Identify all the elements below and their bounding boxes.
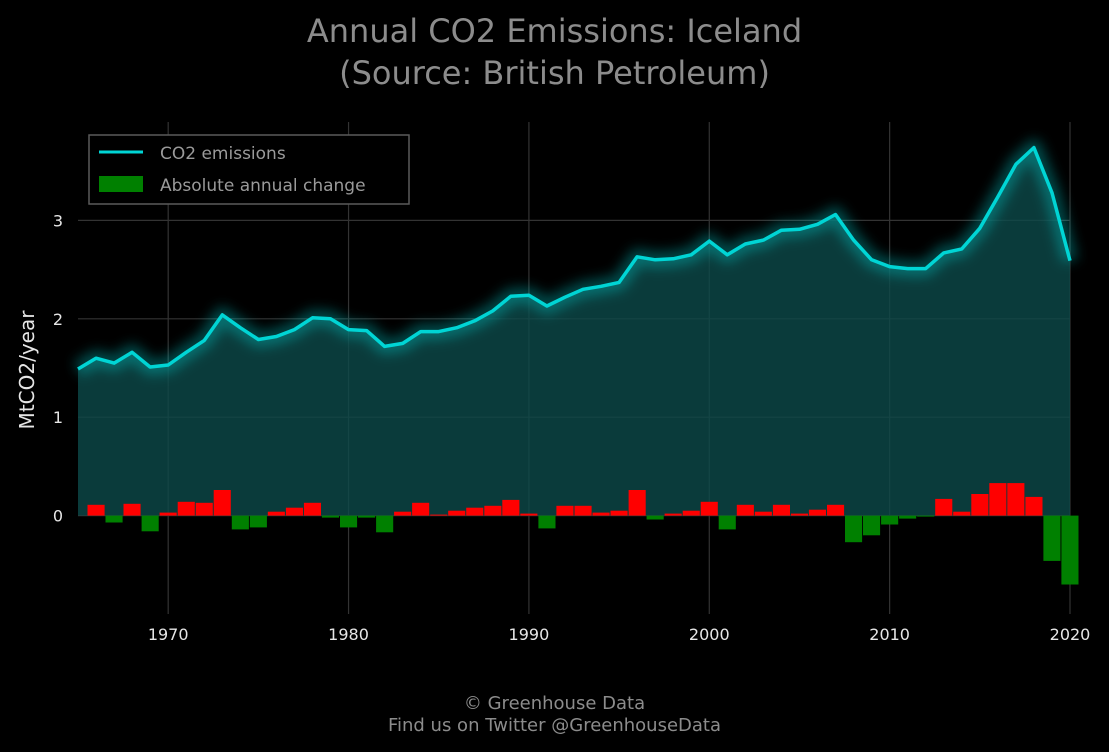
change-bar xyxy=(538,515,556,529)
change-bar xyxy=(556,505,574,516)
legend-bar-swatch xyxy=(99,176,143,192)
chart-title-line-2: (Source: British Petroleum) xyxy=(339,54,770,92)
x-tick-label: 2000 xyxy=(689,625,730,644)
change-bar xyxy=(1025,496,1043,516)
credit-line-2: Find us on Twitter @GreenhouseData xyxy=(387,715,722,736)
y-axis-ticks: 0 1 2 3 xyxy=(53,211,63,525)
change-bar xyxy=(808,509,826,516)
change-bar xyxy=(177,501,195,516)
x-tick-label: 2010 xyxy=(869,625,910,644)
change-bar xyxy=(574,505,592,516)
change-bar xyxy=(1007,483,1025,516)
change-bar xyxy=(971,494,989,516)
change-bar xyxy=(989,483,1007,516)
y-axis-label: MtCO2/year xyxy=(15,310,39,430)
change-bar xyxy=(736,504,754,516)
change-bar xyxy=(340,515,358,528)
y-tick-label: 3 xyxy=(53,211,63,230)
change-bar xyxy=(827,504,845,516)
change-bar xyxy=(899,515,917,519)
change-bar xyxy=(682,510,700,516)
x-axis-ticks: 1970 1980 1990 2000 2010 2020 xyxy=(148,625,1091,644)
change-bar xyxy=(249,515,267,528)
annual-change-bars xyxy=(87,483,1079,585)
legend-label-emissions: CO2 emissions xyxy=(160,144,286,164)
change-bar xyxy=(358,515,376,518)
y-tick-label: 2 xyxy=(53,310,63,329)
change-bar xyxy=(935,498,953,516)
chart-title-line-1: Annual CO2 Emissions: Iceland xyxy=(306,12,803,50)
change-bar xyxy=(394,511,412,516)
change-bar xyxy=(285,507,303,516)
emissions-line xyxy=(77,145,1072,371)
change-bar xyxy=(628,490,646,516)
change-bar xyxy=(502,499,520,516)
change-bar xyxy=(845,515,863,543)
change-bar xyxy=(718,515,736,530)
change-bar xyxy=(863,515,881,536)
change-bar xyxy=(1043,515,1061,561)
legend: CO2 emissions Absolute annual change xyxy=(88,134,410,205)
change-bar xyxy=(105,515,123,523)
change-bar xyxy=(159,512,177,516)
change-bar xyxy=(610,510,628,516)
change-bar xyxy=(772,504,790,516)
change-bar xyxy=(412,502,430,516)
x-tick-label: 1990 xyxy=(509,625,550,644)
change-bar xyxy=(376,515,394,533)
change-bar xyxy=(754,511,772,516)
chart-title: Annual CO2 Emissions: Iceland (Source: B… xyxy=(0,10,1109,94)
change-bar xyxy=(430,514,448,516)
change-bar xyxy=(484,505,502,516)
change-bar xyxy=(917,515,935,517)
change-bar xyxy=(592,512,610,516)
change-bar xyxy=(87,504,105,516)
change-bar xyxy=(646,515,664,520)
change-bar xyxy=(466,507,484,516)
change-bar xyxy=(953,511,971,516)
credit: © Greenhouse Data Find us on Twitter @Gr… xyxy=(0,693,1109,737)
x-tick-label: 1980 xyxy=(328,625,369,644)
change-bar xyxy=(1061,515,1079,585)
x-tick-label: 1970 xyxy=(148,625,189,644)
change-bar xyxy=(141,515,159,532)
y-tick-label: 1 xyxy=(53,408,63,427)
change-bar xyxy=(267,511,285,516)
emissions-area xyxy=(78,147,1070,516)
credit-line-1: © Greenhouse Data xyxy=(463,693,646,714)
change-bar xyxy=(790,513,808,516)
change-bar xyxy=(213,490,231,516)
change-bar xyxy=(303,502,321,516)
change-bar xyxy=(321,515,339,518)
change-bar xyxy=(448,510,466,516)
change-bar xyxy=(881,515,899,525)
change-bar xyxy=(123,503,141,516)
change-bar xyxy=(700,501,718,516)
y-tick-label: 0 xyxy=(53,507,63,526)
change-bar xyxy=(231,515,249,530)
x-tick-label: 2020 xyxy=(1050,625,1091,644)
legend-box xyxy=(88,134,410,205)
change-bar xyxy=(520,513,538,516)
legend-label-change: Absolute annual change xyxy=(160,176,366,196)
change-bar xyxy=(664,513,682,516)
change-bar xyxy=(195,502,213,516)
